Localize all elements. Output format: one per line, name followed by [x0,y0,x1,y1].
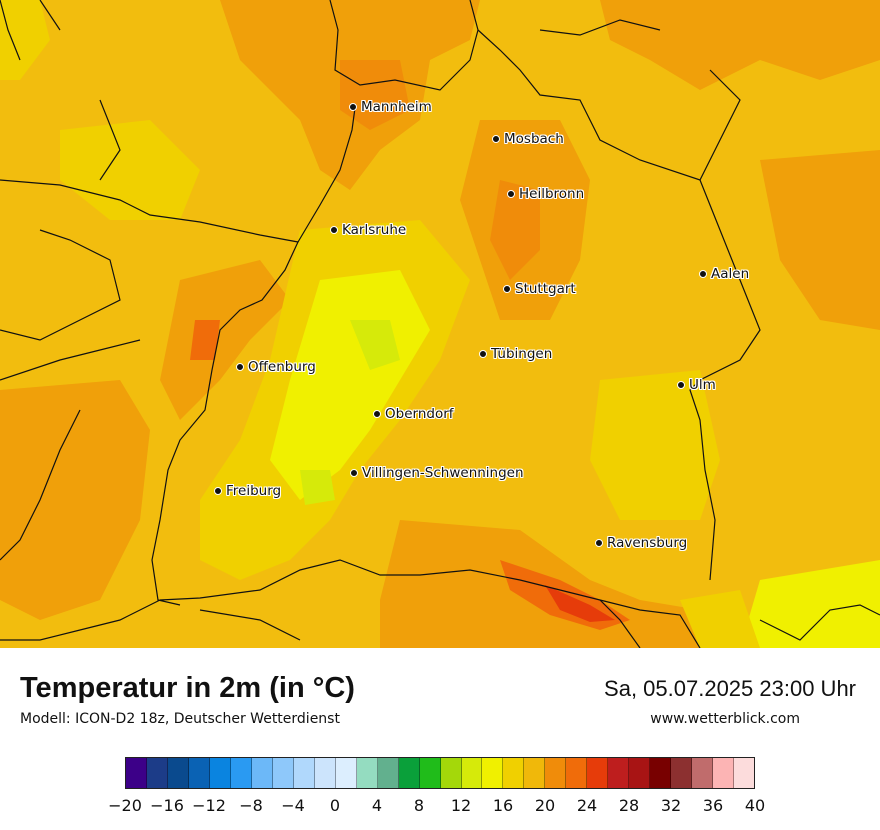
colorbar-segment [126,758,147,788]
colorbar-tick-label: 0 [329,796,341,815]
colorbar-segment [188,758,210,788]
city-label: Heilbronn [519,186,585,202]
colorbar-tick-label: 24 [576,796,598,815]
city-dot-icon [214,487,222,495]
colorbar-tick-label: 28 [618,796,640,815]
city-dot-icon [507,190,515,198]
colorbar-tick-label: −4 [281,796,305,815]
city-dot-icon [330,226,338,234]
city-label: Mosbach [504,131,564,147]
colorbar-segment [734,758,755,788]
colorbar-segment [608,758,630,788]
colorbar-tick-label: −8 [239,796,263,815]
colorbar-tick-label: 4 [371,796,383,815]
city-label: Ravensburg [607,535,688,551]
city-dot-icon [349,103,357,111]
colorbar-tick-label: −16 [150,796,184,815]
model-info: Modell: ICON-D2 18z, Deutscher Wetterdie… [20,711,340,727]
colorbar-segment [482,758,504,788]
city-marker-villingen-schwenningen: Villingen-Schwenningen [350,465,524,481]
colorbar-segment [629,758,651,788]
colorbar-segment [503,758,525,788]
city-marker-mosbach: Mosbach [492,131,564,147]
colorbar-segment [713,758,735,788]
colorbar-segment [293,758,315,788]
colorbar-segment [314,758,336,788]
city-marker-tuebingen: Tübingen [479,346,552,362]
colorbar-segment [377,758,399,788]
colorbar-tick-label: 36 [702,796,724,815]
colorbar-segment [398,758,420,788]
colorbar-segment [272,758,294,788]
colorbar-segment [524,758,546,788]
colorbar-tick-label: 16 [492,796,514,815]
colorbar-segment [209,758,231,788]
city-label: Ulm [689,377,716,393]
city-label: Karlsruhe [342,222,407,238]
city-marker-karlsruhe: Karlsruhe [330,222,406,238]
temperature-map: Mannheim Mosbach Heilbronn Karlsruhe Aal… [0,0,880,648]
colorbar-segment [545,758,567,788]
colorbar-segment [671,758,693,788]
city-dot-icon [677,381,685,389]
city-marker-mannheim: Mannheim [349,99,432,115]
city-dot-icon [236,363,244,371]
colorbar-segment [650,758,672,788]
colorbar-tick-label: −12 [192,796,226,815]
city-marker-oberndorf: Oberndorf [373,406,454,422]
city-dot-icon [699,270,707,278]
colorbar-tick-label: 40 [744,796,766,815]
city-label: Villingen-Schwenningen [362,465,524,481]
website-link[interactable]: www.wetterblick.com [650,711,800,727]
colorbar-tick-label: 32 [660,796,682,815]
colorbar-segment [440,758,462,788]
city-label: Oberndorf [385,406,454,422]
map-title: Temperatur in 2m (in °C) [20,672,355,704]
colorbar-segment [419,758,441,788]
city-label: Tübingen [491,346,553,362]
city-marker-aalen: Aalen [699,266,749,282]
city-marker-heilbronn: Heilbronn [507,186,584,202]
city-dot-icon [595,539,603,547]
colorbar-tick-label: 20 [534,796,556,815]
colorbar-segment [587,758,609,788]
city-dot-icon [373,410,381,418]
temperature-field [0,0,880,648]
city-marker-offenburg: Offenburg [236,359,316,375]
colorbar-tick-label: 12 [450,796,472,815]
city-label: Stuttgart [515,281,576,297]
city-label: Offenburg [248,359,316,375]
city-dot-icon [350,469,358,477]
colorbar-segment [335,758,357,788]
city-marker-stuttgart: Stuttgart [503,281,576,297]
city-label: Mannheim [361,99,432,115]
city-label: Freiburg [226,483,282,499]
colorbar-tick-label: −20 [108,796,142,815]
colorbar-segment [230,758,252,788]
city-dot-icon [479,350,487,358]
colorbar-segment [167,758,189,788]
city-dot-icon [503,285,511,293]
city-marker-ulm: Ulm [677,377,716,393]
colorbar-segment [356,758,378,788]
colorbar-segment [692,758,714,788]
temperature-colorbar [125,757,755,789]
city-marker-freiburg: Freiburg [214,483,281,499]
city-dot-icon [492,135,500,143]
forecast-datetime: Sa, 05.07.2025 23:00 Uhr [604,676,856,701]
colorbar-segment [461,758,483,788]
city-label: Aalen [711,266,750,282]
colorbar-segment [146,758,168,788]
colorbar-tick-label: 8 [413,796,425,815]
colorbar-segment [251,758,273,788]
city-marker-ravensburg: Ravensburg [595,535,687,551]
colorbar-segment [566,758,588,788]
